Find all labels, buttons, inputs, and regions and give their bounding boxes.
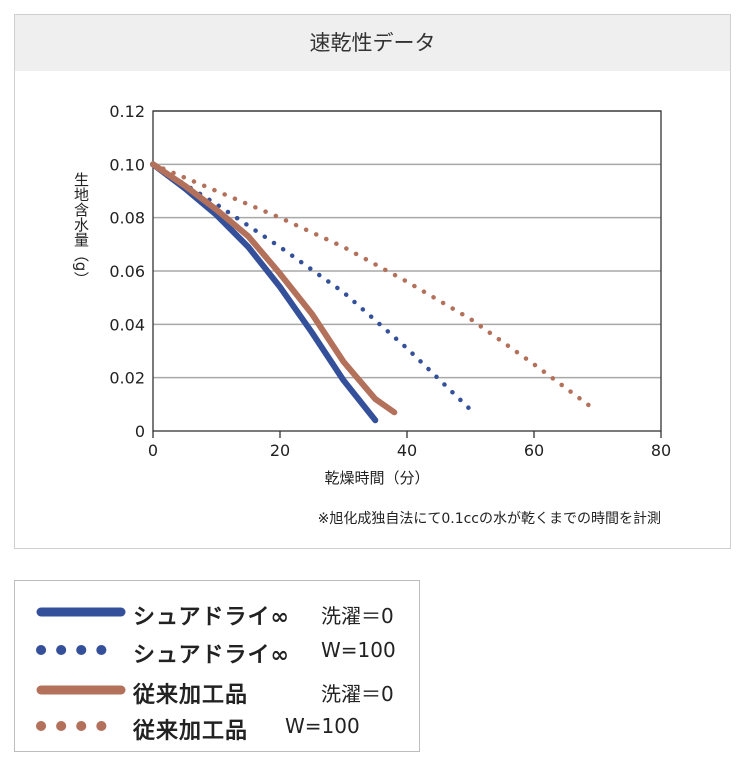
- y-tick-label: 0.02: [109, 369, 145, 388]
- legend-item-name: シュアドライ∞: [133, 643, 290, 668]
- legend-swatch-solid-blue: [36, 607, 126, 617]
- legend-item: 従来加工品 W=100: [15, 707, 419, 745]
- legend-item-name: シュアドライ∞: [133, 605, 290, 630]
- x-tick-label: 80: [651, 441, 671, 460]
- legend-item-condition: 洗濯＝0: [321, 682, 394, 706]
- chart-header: [15, 15, 730, 71]
- series-line-2: [150, 161, 398, 416]
- legend-item-condition: W=100: [321, 638, 396, 662]
- legend-item: シュアドライ∞ 洗濯＝0: [15, 593, 419, 631]
- chart-title: 速乾性データ: [309, 31, 436, 55]
- legend-swatch-dotted-brown: [36, 721, 126, 731]
- x-axis-title: 乾燥時間（分）: [324, 469, 429, 487]
- y-tick-label: 0.08: [109, 209, 145, 228]
- series-line-3: [150, 162, 594, 410]
- legend: シュアドライ∞ 洗濯＝0 シュアドライ∞ W=100 従来加工品 洗濯＝0 従来…: [14, 580, 420, 752]
- y-tick-label: 0: [135, 422, 145, 441]
- x-tick-label: 20: [270, 441, 290, 460]
- legend-swatch-dotted-blue: [36, 645, 126, 655]
- legend-item: シュアドライ∞ W=100: [15, 631, 419, 669]
- x-tick-label: 40: [397, 441, 417, 460]
- legend-item-condition: W=100: [285, 714, 360, 738]
- y-axis-title: 生地含水量（g）: [72, 172, 90, 287]
- series-line-1: [150, 162, 473, 412]
- y-tick-label: 0.04: [109, 315, 145, 334]
- line-chart: 0 0.02 0.04 0.06 0.08 0.10 0.12 0 20 40 60 80 乾燥時間（分…: [72, 102, 671, 527]
- y-tick-label: 0.12: [109, 102, 145, 121]
- x-tick-label: 0: [148, 441, 158, 460]
- chart-panel: 速乾性データ 0 0.02 0.04 0.06 0.08 0.10 0.12 0 20 40 60 8…: [14, 14, 731, 549]
- x-tick-label: 60: [524, 441, 544, 460]
- legend-item-condition: 洗濯＝0: [321, 604, 394, 628]
- legend-item-name: 従来加工品: [133, 683, 249, 708]
- y-tick-label: 0.06: [109, 262, 145, 281]
- plot-frame: [152, 110, 662, 432]
- series-line-0: [150, 161, 379, 424]
- legend-item-name: 従来加工品: [133, 719, 249, 744]
- y-tick-label: 0.10: [109, 155, 145, 174]
- legend-swatch-solid-brown: [36, 685, 126, 695]
- footnote: ※旭化成独自法にて0.1ccの水が乾くまでの時間を計測: [318, 511, 661, 527]
- legend-item: 従来加工品 洗濯＝0: [15, 671, 419, 709]
